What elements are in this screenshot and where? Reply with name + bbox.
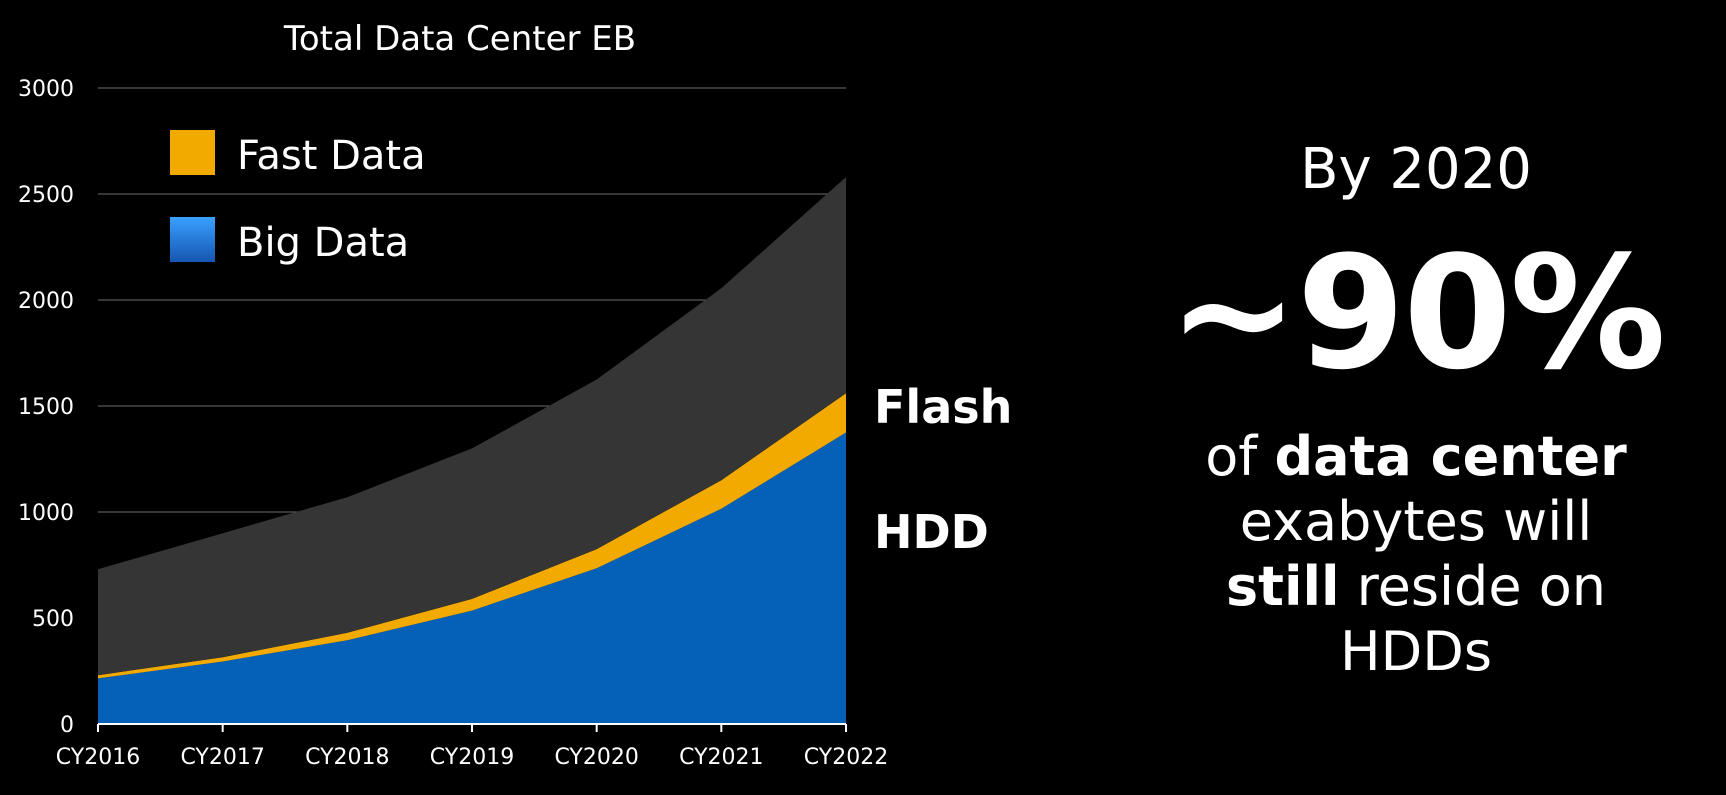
callout-body-still: still — [1226, 555, 1340, 618]
area-series — [98, 177, 846, 724]
y-tick-label: 500 — [32, 607, 74, 632]
x-tick-label: CY2022 — [804, 745, 888, 770]
legend-label-big-data: Big Data — [237, 220, 409, 266]
legend-swatch-fast-data — [170, 130, 215, 175]
x-tick-label: CY2021 — [679, 745, 763, 770]
legend-label-fast-data: Fast Data — [237, 133, 426, 179]
callout-body: of data center exabytes will still resid… — [1116, 424, 1716, 684]
hdd-label: HDD — [874, 505, 989, 559]
x-tick-label: CY2017 — [180, 745, 264, 770]
y-tick-label: 0 — [60, 713, 74, 738]
y-axis-ticks: 0 500 1000 1500 2000 2500 3000 — [18, 77, 74, 738]
y-tick-label: 3000 — [18, 77, 74, 102]
callout-body-exabytes: exabytes will — [1239, 490, 1593, 553]
callout-body-reside: reside on — [1339, 555, 1606, 618]
x-tick-label: CY2016 — [56, 745, 140, 770]
callout-body-of: of — [1205, 425, 1275, 488]
area-big-data — [98, 432, 846, 724]
callout-lead: By 2020 — [1300, 137, 1532, 202]
flash-label: Flash — [874, 380, 1012, 434]
x-tick-label: CY2019 — [430, 745, 514, 770]
x-axis-ticks: CY2016 CY2017 CY2018 CY2019 CY2020 CY2021 CY20… — [56, 745, 888, 770]
y-tick-label: 2000 — [18, 289, 74, 314]
legend: Fast Data Big Data — [170, 130, 426, 266]
y-tick-label: 2500 — [18, 183, 74, 208]
chart-canvas: Total Data Center EB 0 500 1000 1500 2000 250… — [18, 19, 1012, 770]
x-tick-label: CY2018 — [305, 745, 389, 770]
callout-body-data-center: data center — [1274, 425, 1627, 488]
chart-title: Total Data Center EB — [283, 19, 636, 59]
callout-body-hdds: HDDs — [1340, 620, 1492, 683]
y-tick-label: 1000 — [18, 501, 74, 526]
x-tick-label: CY2020 — [554, 745, 638, 770]
x-axis — [97, 723, 847, 732]
y-tick-label: 1500 — [18, 395, 74, 420]
legend-swatch-big-data — [170, 217, 215, 262]
area-total — [98, 177, 846, 676]
callout: By 2020 ~90% of data center exabytes wil… — [1116, 130, 1716, 684]
callout-percentage: ~90% — [1167, 222, 1666, 404]
